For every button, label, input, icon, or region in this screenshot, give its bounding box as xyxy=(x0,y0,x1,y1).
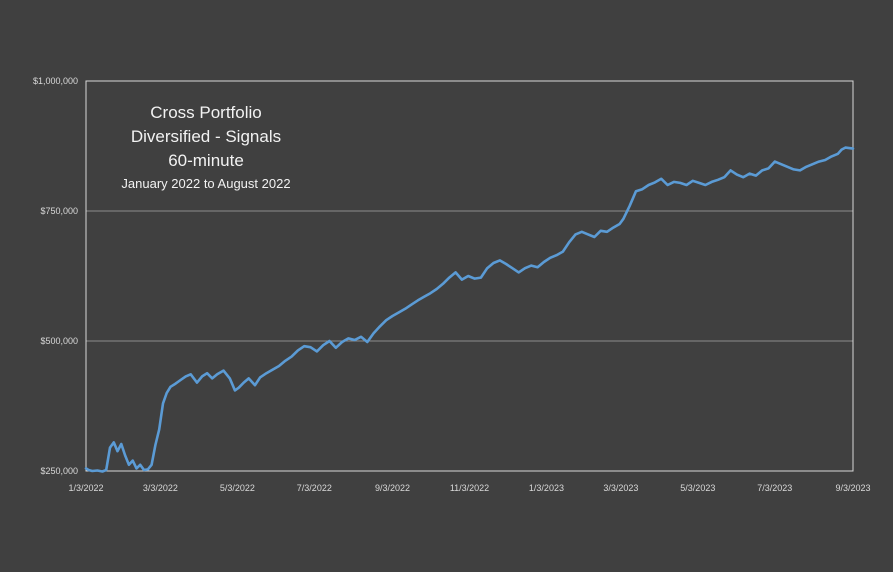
x-axis-ticks: 1/3/2022 3/3/2022 5/3/2022 7/3/2022 9/3/2022… xyxy=(68,483,870,493)
x-tick-label: 1/3/2022 xyxy=(68,483,103,493)
chart-title-block: Cross Portfolio Diversified - Signals 60… xyxy=(121,103,290,191)
y-tick-label: $750,000 xyxy=(40,206,78,216)
chart-title-line-3: 60-minute xyxy=(168,151,244,170)
chart-title-line-2: Diversified - Signals xyxy=(131,127,281,146)
y-tick-label: $500,000 xyxy=(40,336,78,346)
gridlines xyxy=(86,210,853,342)
x-tick-label: 7/3/2023 xyxy=(757,483,792,493)
equity-curve-line xyxy=(84,146,855,473)
x-tick-label: 7/3/2022 xyxy=(297,483,332,493)
x-tick-label: 1/3/2023 xyxy=(529,483,564,493)
chart-subtitle: January 2022 to August 2022 xyxy=(121,176,290,191)
x-tick-label: 5/3/2023 xyxy=(680,483,715,493)
y-axis-ticks: $250,000 $500,000 $750,000 $1,000,000 xyxy=(33,76,78,476)
x-tick-label: 9/3/2022 xyxy=(375,483,410,493)
x-tick-label: 9/3/2023 xyxy=(835,483,870,493)
x-tick-label: 3/3/2023 xyxy=(603,483,638,493)
x-tick-label: 3/3/2022 xyxy=(143,483,178,493)
chart-title-line-1: Cross Portfolio xyxy=(150,103,261,122)
plot-frame xyxy=(85,80,854,472)
x-tick-label: 5/3/2022 xyxy=(220,483,255,493)
y-tick-label: $1,000,000 xyxy=(33,76,78,86)
y-tick-label: $250,000 xyxy=(40,466,78,476)
x-tick-label: 11/3/2022 xyxy=(450,483,489,493)
